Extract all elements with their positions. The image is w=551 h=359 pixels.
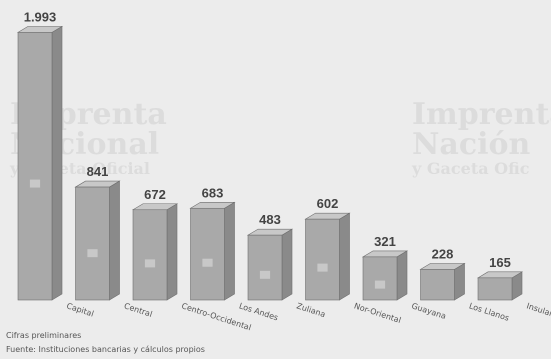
bar-side: [51, 25, 63, 301]
footnote-preliminary: Cifras preliminares: [6, 331, 82, 340]
value-label: 602: [317, 196, 339, 211]
bar-highlight: [29, 179, 41, 188]
bar-group: [476, 271, 524, 301]
bar-highlight: [259, 270, 271, 279]
value-label: 483: [259, 212, 281, 227]
bar-highlight: [374, 280, 386, 289]
bar-group: [74, 180, 121, 301]
value-label: 321: [374, 234, 396, 249]
category-label: Zuliana: [295, 301, 326, 319]
value-label: 1.993: [24, 9, 57, 24]
bar-group: [16, 25, 64, 301]
bar-side: [454, 262, 465, 301]
footnote-source: Fuente: Instituciones bancarias y cálcul…: [6, 345, 205, 354]
bar-group: [189, 201, 236, 301]
category-label: Insular: [525, 301, 551, 318]
bar-highlight: [317, 263, 328, 272]
bar: [362, 256, 398, 301]
category-label: Nor-Oriental: [353, 301, 402, 325]
bar-highlight: [144, 259, 156, 268]
bar-side: [339, 212, 350, 301]
bar-side: [281, 228, 293, 301]
bar: [190, 207, 225, 301]
bar: [132, 209, 168, 301]
bar: [420, 269, 455, 301]
value-label: 228: [432, 246, 454, 261]
bar-group: [361, 250, 409, 301]
category-label: Guayana: [410, 301, 447, 321]
bar-side: [396, 250, 408, 301]
category-label: Central: [123, 301, 153, 319]
category-label: Los Andes: [238, 301, 279, 322]
bar-group: [246, 228, 294, 301]
value-label: 841: [87, 164, 109, 179]
bar-group: [304, 212, 351, 301]
value-label: 683: [202, 185, 224, 200]
value-label: 165: [489, 255, 511, 270]
bar-side: [166, 203, 178, 301]
bar: [75, 186, 110, 301]
bar-highlight: [202, 258, 213, 267]
bar-highlight: [87, 249, 98, 258]
bar: [17, 32, 53, 301]
bar: [305, 218, 340, 301]
bar: [477, 277, 513, 301]
bar-side: [224, 201, 235, 301]
bar-group: [131, 203, 179, 301]
bar: [247, 234, 283, 301]
category-label: Capital: [65, 301, 94, 318]
bar-side: [109, 180, 120, 301]
value-label: 672: [144, 187, 166, 202]
category-label: Los Llanos: [468, 301, 510, 322]
bar-group: [419, 262, 466, 301]
